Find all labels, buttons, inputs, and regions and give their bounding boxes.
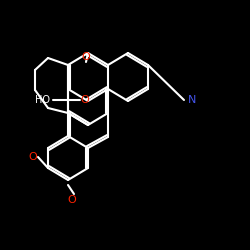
Text: HO: HO	[36, 95, 51, 105]
Text: N: N	[188, 95, 196, 105]
Text: O: O	[82, 52, 90, 62]
Text: O: O	[68, 195, 76, 205]
Text: O: O	[80, 95, 90, 105]
Text: O: O	[28, 152, 38, 162]
